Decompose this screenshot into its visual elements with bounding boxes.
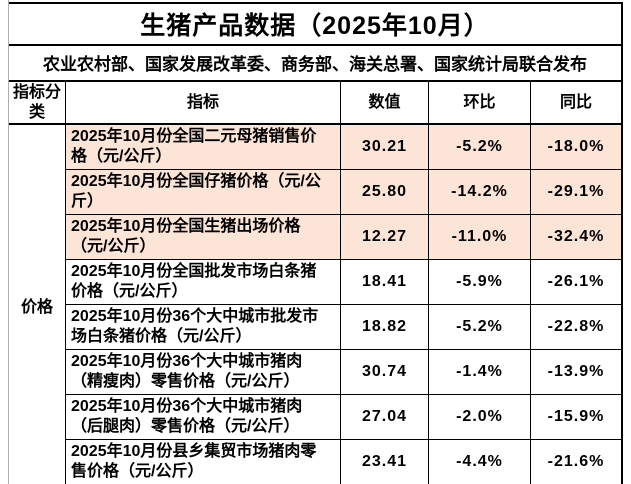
header-cell-indicator: 指标: [66, 82, 341, 124]
yoy-cell: -21.6%: [531, 440, 621, 484]
value-cell: 18.41: [341, 260, 429, 304]
pig-product-data-table: 生猪产品数据（2025年10月） 农业农村部、国家发展改革委、商务部、海关总署、…: [9, 2, 623, 484]
yoy-cell: -29.1%: [531, 170, 621, 214]
value-cell: 12.27: [341, 215, 429, 259]
table-row: 2025年10月份36个大中城市猪肉（精瘦肉）零售价格（元/公斤） 30.74 …: [66, 350, 621, 395]
table-row: 2025年10月份全国生猪出场价格（元/公斤） 12.27 -11.0% -32…: [66, 215, 621, 260]
table-row: 2025年10月份全国仔猪价格（元/公斤） 25.80 -14.2% -29.1…: [66, 170, 621, 215]
header-cell-yoy: 同比: [559, 94, 592, 111]
table-row: 2025年10月份全国二元母猪销售价格（元/公斤） 30.21 -5.2% -1…: [66, 125, 621, 170]
value-cell: 30.21: [341, 125, 429, 169]
rows-container: 2025年10月份全国二元母猪销售价格（元/公斤） 30.21 -5.2% -1…: [66, 125, 621, 484]
mom-cell: -14.2%: [429, 170, 531, 214]
header-cell-value: 数值: [341, 82, 429, 124]
yoy-cell: -15.9%: [531, 395, 621, 439]
indicator-cell: 2025年10月份36个大中城市猪肉（精瘦肉）零售价格（元/公斤）: [66, 350, 341, 394]
value-cell: 23.41: [341, 440, 429, 484]
mom-cell: -4.4%: [429, 440, 531, 484]
header-cell-category: 指标分类: [9, 82, 66, 124]
value-cell: 25.80: [341, 170, 429, 214]
mom-cell: -1.4%: [429, 350, 531, 394]
yoy-cell: -22.8%: [531, 305, 621, 349]
category-merged-cell: 价格: [9, 125, 66, 484]
table-subtitle: 农业农村部、国家发展改革委、商务部、海关总署、国家统计局联合发布: [9, 46, 621, 82]
left-gridline: [8, 0, 9, 484]
header-cell-mom: 环比: [429, 82, 531, 124]
mom-cell: -2.0%: [429, 395, 531, 439]
value-cell: 18.82: [341, 305, 429, 349]
indicator-cell: 2025年10月份36个大中城市猪肉（后腿肉）零售价格（元/公斤）: [66, 395, 341, 439]
yoy-cell: -32.4%: [531, 215, 621, 259]
value-cell: 30.74: [341, 350, 429, 394]
indicator-cell: 2025年10月份全国二元母猪销售价格（元/公斤）: [66, 125, 341, 169]
value-cell: 27.04: [341, 395, 429, 439]
mom-cell: -5.9%: [429, 260, 531, 304]
indicator-cell: 2025年10月份县乡集贸市场猪肉零售价格（元/公斤）: [66, 440, 341, 484]
table-header-row: 指标分类 指标 数值 环比 同比: [9, 82, 621, 125]
table-row: 2025年10月份全国批发市场白条猪价格（元/公斤） 18.41 -5.9% -…: [66, 260, 621, 305]
yoy-cell: -26.1%: [531, 260, 621, 304]
indicator-cell: 2025年10月份全国批发市场白条猪价格（元/公斤）: [66, 260, 341, 304]
yoy-cell: -18.0%: [531, 125, 621, 169]
indicator-cell: 2025年10月份全国仔猪价格（元/公斤）: [66, 170, 341, 214]
indicator-cell: 2025年10月份36个大中城市批发市场白条猪价格（元/公斤）: [66, 305, 341, 349]
table-row: 2025年10月份县乡集贸市场猪肉零售价格（元/公斤） 23.41 -4.4% …: [66, 440, 621, 484]
mom-cell: -11.0%: [429, 215, 531, 259]
table-row: 2025年10月份36个大中城市猪肉（后腿肉）零售价格（元/公斤） 27.04 …: [66, 395, 621, 440]
mom-cell: -5.2%: [429, 125, 531, 169]
indicator-cell: 2025年10月份全国生猪出场价格（元/公斤）: [66, 215, 341, 259]
mom-cell: -5.2%: [429, 305, 531, 349]
yoy-cell: -13.9%: [531, 350, 621, 394]
table-body: 价格 2025年10月份全国二元母猪销售价格（元/公斤） 30.21 -5.2%…: [9, 125, 621, 484]
table-title: 生猪产品数据（2025年10月）: [9, 4, 621, 46]
table-row: 2025年10月份36个大中城市批发市场白条猪价格（元/公斤） 18.82 -5…: [66, 305, 621, 350]
